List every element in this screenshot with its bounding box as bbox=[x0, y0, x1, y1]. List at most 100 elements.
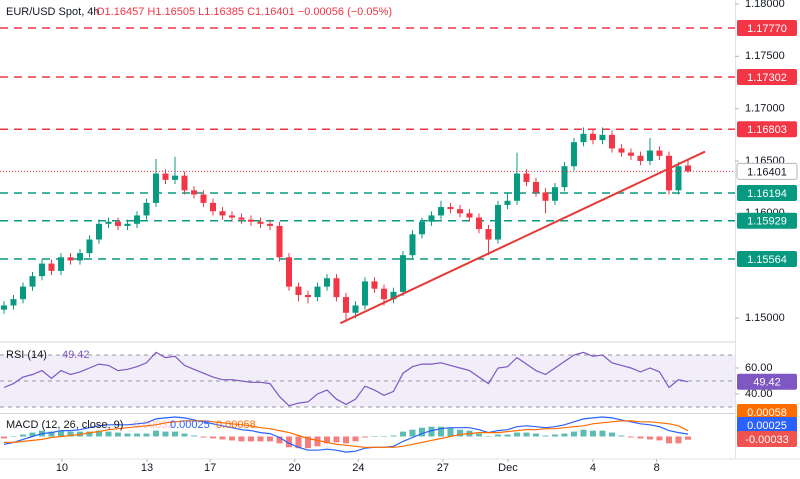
histogram-bar bbox=[627, 436, 634, 438]
histogram-bar bbox=[257, 436, 264, 442]
chart-title: EUR/USD Spot, 4h bbox=[6, 6, 100, 18]
histogram-bar bbox=[475, 433, 482, 437]
signal-badge: 0.00058 bbox=[747, 407, 787, 419]
histogram-bar bbox=[200, 436, 207, 438]
series-line bbox=[3, 416, 689, 453]
candle-body bbox=[323, 278, 330, 287]
level-label: 1.15929 bbox=[747, 216, 787, 228]
histogram-badge-bg bbox=[737, 431, 797, 447]
candle-body bbox=[675, 166, 682, 191]
histogram-bar bbox=[95, 430, 102, 437]
candle-body bbox=[570, 142, 577, 167]
histogram-bar bbox=[513, 432, 520, 437]
histogram-bar bbox=[48, 431, 55, 437]
y-tick-label: 60.00 bbox=[745, 362, 773, 374]
candle-body bbox=[124, 223, 131, 226]
histogram-bar bbox=[57, 430, 64, 437]
histogram-bar bbox=[409, 429, 416, 437]
y-tick-label: 1.17000 bbox=[745, 103, 785, 115]
candle-body bbox=[589, 133, 596, 141]
histogram-bar bbox=[656, 436, 663, 441]
histogram-bar bbox=[162, 431, 169, 437]
candle-body bbox=[295, 286, 302, 295]
histogram-bar bbox=[380, 436, 387, 437]
histogram-bar bbox=[485, 436, 492, 437]
candle-body bbox=[466, 213, 473, 218]
candle-body bbox=[513, 173, 520, 201]
series-line bbox=[3, 351, 689, 407]
candle-body bbox=[143, 202, 150, 216]
rsi-badge: 49.42 bbox=[753, 377, 781, 389]
histogram-bar bbox=[561, 433, 568, 437]
histogram-bar bbox=[646, 436, 653, 440]
candle-body bbox=[0, 305, 7, 310]
histogram-bar bbox=[333, 436, 340, 443]
histogram-bar bbox=[589, 430, 596, 437]
histogram-bar bbox=[665, 436, 672, 444]
candle-body bbox=[190, 190, 197, 195]
candle-body bbox=[133, 215, 140, 224]
candle-body bbox=[38, 263, 45, 277]
histogram-bar bbox=[390, 435, 397, 437]
candle-body bbox=[428, 215, 435, 222]
histogram-value: -0.00033 bbox=[130, 419, 173, 431]
candle-body bbox=[57, 257, 64, 271]
candle-body bbox=[29, 276, 36, 287]
trendline bbox=[339, 150, 706, 325]
candle-body bbox=[200, 194, 207, 203]
candle-body bbox=[67, 257, 74, 261]
x-tick-label: 24 bbox=[352, 462, 364, 474]
macd-badge: 0.00025 bbox=[747, 420, 787, 432]
level-label: 1.17302 bbox=[747, 72, 787, 84]
level-label-bg bbox=[737, 185, 797, 202]
candle-body bbox=[86, 239, 93, 254]
candle-body bbox=[665, 155, 672, 191]
candle-body bbox=[418, 221, 425, 235]
candle-body bbox=[580, 133, 587, 143]
histogram-bar bbox=[599, 430, 606, 437]
candle-body bbox=[494, 204, 501, 240]
level-label: 1.15564 bbox=[747, 254, 787, 266]
histogram-bar bbox=[0, 436, 7, 439]
histogram-bar bbox=[437, 426, 444, 437]
candle-body bbox=[352, 305, 359, 313]
histogram-bar bbox=[86, 431, 93, 437]
series-line bbox=[4, 420, 689, 448]
candle-body bbox=[48, 263, 55, 271]
histogram-bar bbox=[608, 432, 615, 437]
x-tick-label: 10 bbox=[56, 462, 68, 474]
histogram-bar bbox=[523, 432, 530, 437]
ohlc-label: O1.16457 H1.16505 L1.16385 C1.16401 −0.0… bbox=[96, 6, 392, 18]
candle-body bbox=[304, 294, 311, 298]
candle-body bbox=[19, 286, 26, 300]
candle-body bbox=[228, 215, 235, 218]
histogram-bar bbox=[152, 430, 159, 437]
histogram-bar bbox=[570, 431, 577, 437]
rsi-value: 49.42 bbox=[62, 349, 90, 361]
x-tick-label: 17 bbox=[204, 462, 216, 474]
histogram-bar bbox=[124, 433, 131, 437]
level-label: 1.17770 bbox=[747, 23, 787, 35]
candle-body bbox=[437, 207, 444, 216]
candle-body bbox=[152, 173, 159, 203]
candle-body bbox=[485, 229, 492, 240]
candle-body bbox=[247, 219, 254, 222]
candle-body bbox=[627, 152, 634, 156]
histogram-bar bbox=[133, 433, 140, 437]
candle-body bbox=[162, 173, 169, 180]
histogram-bar bbox=[171, 431, 178, 437]
candle-body bbox=[361, 281, 368, 306]
level-label: 1.16803 bbox=[747, 124, 787, 136]
candle-body bbox=[399, 255, 406, 292]
histogram-bar bbox=[352, 436, 359, 442]
histogram-bar bbox=[532, 433, 539, 437]
signal-value: 0.00058 bbox=[216, 419, 256, 431]
macd-badge-bg bbox=[737, 417, 797, 433]
candle-body bbox=[10, 299, 17, 306]
histogram-badge: -0.00033 bbox=[745, 434, 788, 446]
histogram-bar bbox=[551, 434, 558, 437]
candle-body bbox=[105, 221, 112, 224]
histogram-bar bbox=[399, 431, 406, 437]
histogram-bar bbox=[247, 436, 254, 442]
